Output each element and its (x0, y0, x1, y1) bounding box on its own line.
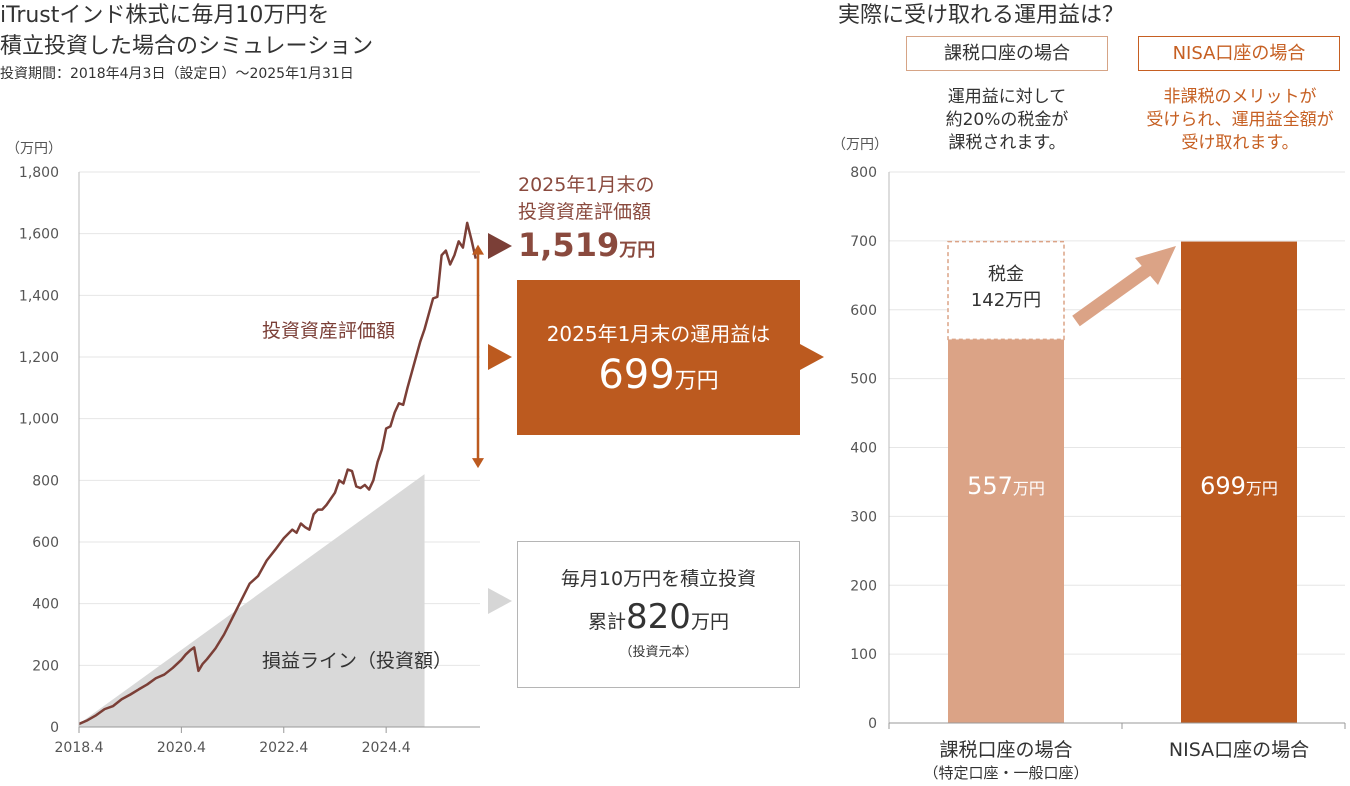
evaluation-line (78, 221, 477, 726)
principal-series-label: 損益ライン（投資額） (262, 650, 453, 672)
chart-title-line2: 積立投資した場合のシミュレーション (0, 34, 374, 59)
y-tick-label: 1,400 (19, 288, 59, 304)
line-chart-unit-label: （万円） (6, 141, 62, 157)
tax-label-line2: 142万円 (970, 290, 1042, 311)
principal-pointer-icon (488, 588, 512, 614)
y-tick-label: 600 (850, 303, 877, 319)
eval-callout-line1: 2025年1月末の (518, 174, 655, 196)
y-tick-label: 500 (850, 372, 877, 388)
profit-callout-box: 2025年1月末の運用益は 699万円 (517, 280, 800, 435)
x-tick-label: 2018.4 (55, 740, 104, 756)
category-label-taxed: 課税口座の場合 (939, 739, 1073, 761)
eval-callout-unit: 万円 (619, 240, 656, 261)
tax-amount-label: 税金 142万円 (948, 262, 1064, 314)
y-tick-label: 600 (32, 535, 59, 551)
bar-chart-bars (888, 240, 1346, 729)
nisa-desc-line: 受け取れます。 (1181, 133, 1299, 153)
profit-callout-label: 2025年1月末の運用益は (546, 322, 771, 346)
bar-value-label-taxed: 557万円 (948, 472, 1064, 500)
y-tick-label: 200 (32, 658, 59, 674)
y-tick-label: 1,800 (19, 165, 59, 181)
taxed-account-header: 課税口座の場合 (906, 36, 1108, 71)
principal-callout-box: 毎月10万円を積立投資 累計820万円 （投資元本） (517, 541, 800, 688)
category-sub-label-taxed: （特定口座・一般口座） (923, 764, 1089, 782)
x-tick-label: 2024.4 (362, 740, 411, 756)
profit-callout-unit: 万円 (674, 369, 719, 394)
y-tick-label: 300 (850, 509, 877, 525)
bar-value: 557 (967, 472, 1013, 500)
line-chart-x-ticks: 2018.4 2020.4 2022.4 2024.4 (55, 727, 411, 756)
profit-callout-value: 699 (598, 352, 675, 398)
principal-callout-unit: 万円 (690, 611, 729, 633)
tax-to-nisa-arrow-icon (1072, 246, 1176, 327)
arrow-head-up-icon (472, 244, 484, 255)
y-tick-label: 0 (868, 716, 877, 732)
y-tick-label: 1,200 (19, 350, 59, 366)
principal-callout-prefix: 累計 (588, 611, 627, 633)
line-chart-y-ticks: 0 200 400 600 800 1,000 1,200 1,400 1,600 1,800 (19, 165, 59, 736)
y-tick-label: 1,600 (19, 227, 59, 243)
principal-callout-value: 820 (626, 597, 691, 637)
bar-value-label-nisa: 699万円 (1181, 472, 1297, 500)
principal-callout-note: （投資元本） (619, 645, 698, 660)
bar-value: 699 (1200, 472, 1246, 500)
bar-value-unit: 万円 (1012, 479, 1045, 498)
taxed-desc-line: 課税されます。 (948, 133, 1066, 153)
arrow-head-down-icon (472, 458, 484, 469)
eval-callout-line2: 投資資産評価額 (518, 201, 652, 223)
taxed-desc-line: 約20%の税金が (945, 110, 1069, 130)
chart-title-line1: iTrustインド株式に毎月10万円を (0, 3, 330, 28)
evaluation-callout: 2025年1月末の 投資資産評価額 1,519万円 (518, 172, 655, 264)
y-tick-label: 700 (850, 234, 877, 250)
investment-period: 投資期間：2018年4月3日（設定日）～2025年1月31日 (0, 66, 354, 82)
bar-chart-y-ticks: 0 100 200 300 400 500 600 700 800 (850, 165, 877, 732)
evaluation-series-label: 投資資産評価額 (262, 320, 396, 342)
chart-title: iTrustインド株式に毎月10万円を 積立投資した場合のシミュレーション (0, 0, 373, 62)
profit-span-arrow (472, 244, 484, 469)
right-section-title: 実際に受け取れる運用益は？ (838, 3, 1125, 28)
profit-pointer-icon (488, 344, 512, 370)
bar (1181, 241, 1297, 723)
nisa-account-header: NISA口座の場合 (1138, 36, 1340, 71)
nisa-desc-line: 非課税のメリットが (1163, 87, 1317, 107)
eval-pointer-icon (488, 233, 512, 259)
x-tick-label: 2020.4 (157, 740, 206, 756)
y-tick-label: 0 (50, 720, 59, 736)
y-tick-label: 200 (850, 578, 877, 594)
principal-callout-label: 毎月10万円を積立投資 (560, 568, 757, 590)
taxed-desc-line: 運用益に対して (947, 87, 1067, 107)
profit-to-bars-pointer-icon (800, 344, 824, 370)
tax-bar-segment (947, 240, 1065, 341)
eval-callout-value: 1,519 (518, 226, 620, 264)
y-tick-label: 400 (32, 597, 59, 613)
nisa-account-description: 非課税のメリットが 受けられ、運用益全額が 受け取れます。 (1122, 86, 1350, 155)
tax-label-line1: 税金 (988, 264, 1024, 285)
y-tick-label: 400 (850, 441, 877, 457)
principal-area (79, 474, 425, 727)
y-tick-label: 800 (850, 165, 877, 181)
y-tick-label: 800 (32, 473, 59, 489)
bar (948, 339, 1064, 723)
category-label-nisa: NISA口座の場合 (1168, 739, 1310, 761)
y-tick-label: 100 (850, 647, 877, 663)
taxed-account-description: 運用益に対して 約20%の税金が 課税されます。 (900, 86, 1114, 155)
y-tick-label: 1,000 (19, 412, 59, 428)
bar-value-unit: 万円 (1245, 479, 1278, 498)
x-tick-label: 2022.4 (259, 740, 308, 756)
bar-chart-unit-label: （万円） (832, 137, 888, 153)
nisa-desc-line: 受けられ、運用益全額が (1146, 110, 1334, 130)
